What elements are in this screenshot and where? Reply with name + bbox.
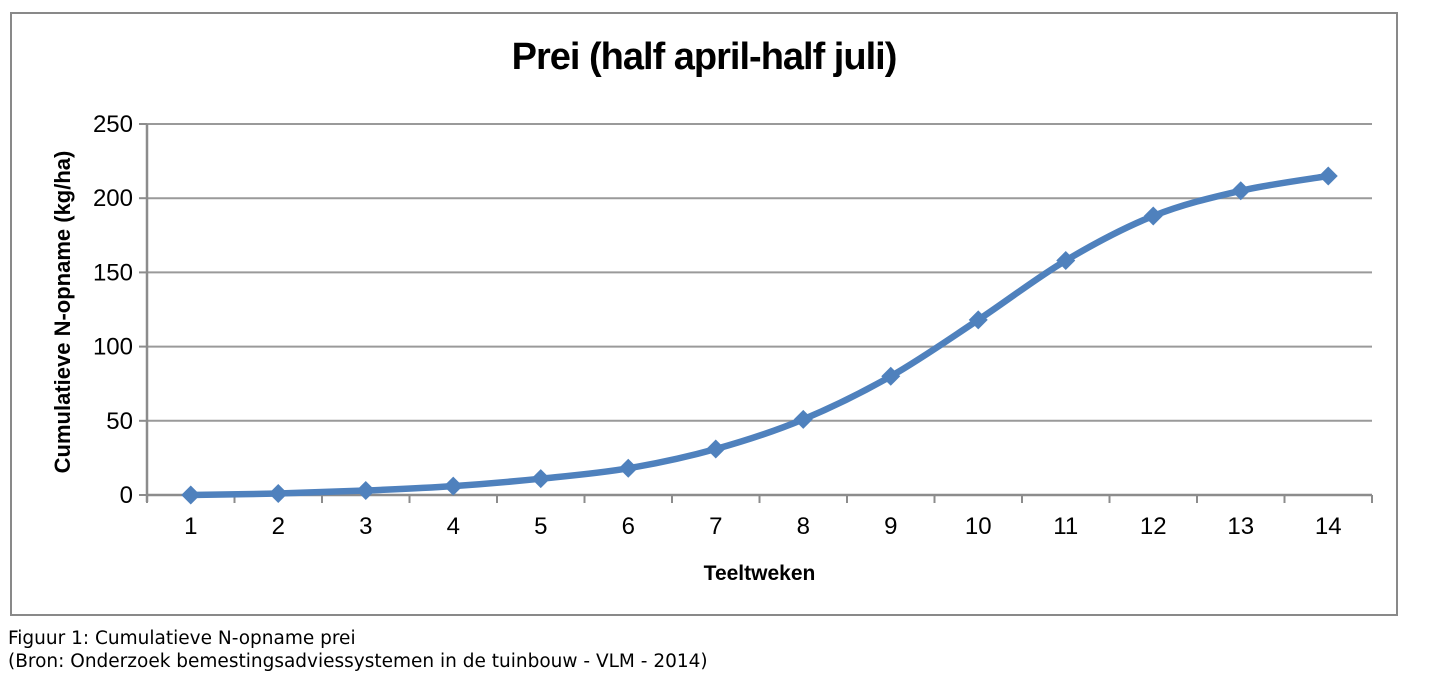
- y-tick-label: 0: [120, 482, 133, 509]
- series-line: [187, 172, 1332, 499]
- x-tick-label: 14: [1315, 513, 1342, 540]
- x-tick-label: 4: [447, 513, 460, 540]
- y-tick-label: 200: [93, 185, 133, 212]
- x-tick-label: 10: [965, 513, 992, 540]
- data-point-marker: [1056, 251, 1076, 271]
- data-point-marker: [531, 469, 551, 489]
- data-point-marker: [1318, 166, 1338, 186]
- data-point-marker: [1143, 206, 1163, 226]
- y-axis-title: Cumulatieve N-opname (kg/ha): [50, 150, 75, 474]
- x-tick-label: 9: [884, 513, 897, 540]
- x-tick-label: 8: [797, 513, 810, 540]
- x-tick-label: 6: [622, 513, 635, 540]
- data-point-marker: [968, 310, 988, 330]
- data-point-marker: [268, 484, 288, 504]
- data-point-marker: [356, 481, 376, 501]
- y-tick-label: 150: [93, 259, 133, 286]
- x-tick-label: 12: [1140, 513, 1167, 540]
- figure-caption-line1: Figuur 1: Cumulatieve N-opname prei: [8, 628, 356, 649]
- figure-caption: Figuur 1: Cumulatieve N-opname prei (Bro…: [8, 627, 708, 673]
- x-tick-label: 7: [709, 513, 722, 540]
- data-point-marker: [706, 439, 726, 459]
- chart-title: Prei (half april-half juli): [511, 36, 898, 78]
- x-tick-label: 5: [534, 513, 547, 540]
- y-tick-label: 250: [93, 111, 133, 138]
- y-tick-label: 100: [93, 334, 133, 361]
- data-point-marker: [443, 476, 463, 496]
- x-tick-label: 11: [1053, 513, 1078, 540]
- data-point-marker: [881, 366, 901, 386]
- x-axis-title: Teeltweken: [703, 562, 816, 585]
- y-tick-label: 50: [106, 408, 133, 435]
- x-tick-label: 1: [184, 513, 197, 540]
- x-tick-label: 3: [359, 513, 372, 540]
- figure-caption-line2: (Bron: Onderzoek bemestingsadviessysteme…: [8, 651, 708, 672]
- x-tick-label: 13: [1227, 513, 1254, 540]
- data-point-marker: [181, 485, 201, 505]
- x-tick-label: 2: [272, 513, 285, 540]
- data-point-marker: [1231, 181, 1251, 201]
- chart-frame: Prei (half april-half juli) 0 50 100 150 200…: [10, 12, 1398, 616]
- data-point-marker: [793, 409, 813, 429]
- data-point-marker: [618, 458, 638, 478]
